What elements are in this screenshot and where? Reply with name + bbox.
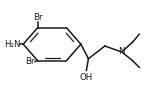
Text: Br: Br [33,13,42,22]
Text: H₂N: H₂N [4,40,20,49]
Text: N: N [118,47,125,56]
Text: Br: Br [25,57,35,66]
Text: OH: OH [80,73,93,82]
